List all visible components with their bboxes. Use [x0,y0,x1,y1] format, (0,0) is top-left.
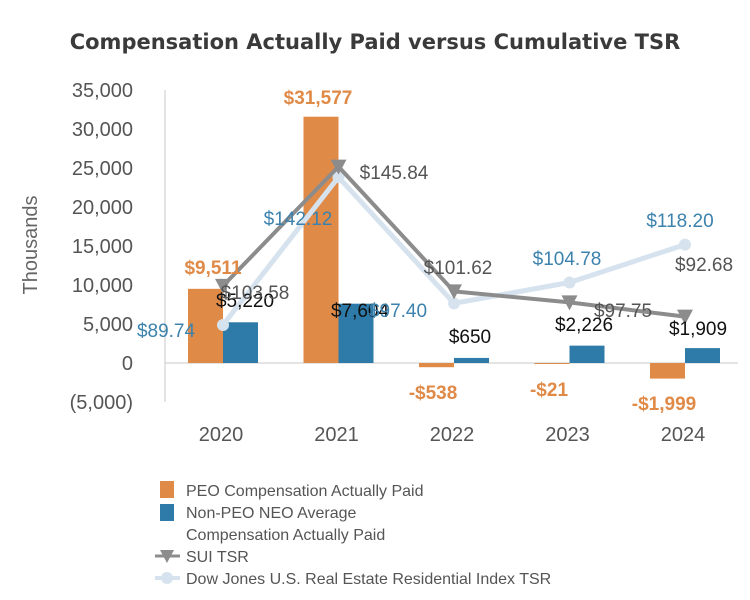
dj-tsr-label: $104.78 [533,249,602,270]
neo-data-label: $1,909 [669,319,727,340]
peo-data-label: $9,511 [184,258,241,279]
y-tick-label: 0 [122,353,133,375]
neo-data-label: $650 [449,327,491,348]
dj-tsr-label: $118.20 [646,211,713,232]
x-tick-label: 2024 [661,424,706,446]
legend-swatch-neo [160,504,174,521]
x-tick-label: 2023 [545,424,590,446]
peo-bar [419,363,454,368]
y-tick-label: (5,000) [70,392,133,414]
legend-label-sui: SUI TSR [186,549,249,566]
sui-tsr-marker [330,159,347,175]
neo-bar [454,357,489,363]
dj-tsr-marker [679,238,691,251]
sui-tsr-marker [561,295,578,311]
neo-data-label: $2,226 [555,315,613,336]
sui-tsr-label: $145.84 [360,163,429,184]
y-tick-label: 5,000 [83,314,133,336]
dj-tsr-marker [448,297,460,310]
neo-data-label: $5,220 [216,291,274,312]
peo-data-label: -$538 [409,383,458,404]
legend-label-dj: Dow Jones U.S. Real Estate Residential I… [186,571,551,588]
sui-tsr-label: $92.68 [675,255,733,276]
peo-bar [303,116,339,363]
sui-tsr-marker [446,284,462,300]
peo-data-label: -$21 [530,380,568,401]
sui-tsr-marker [677,309,693,325]
neo-bar [338,303,374,363]
y-tick-label: 25,000 [72,158,133,180]
x-tick-label: 2022 [430,424,475,446]
dj-tsr-label: $97.40 [369,301,427,322]
x-tick-label: 2021 [314,424,359,446]
peo-data-label: -$1,999 [632,394,696,415]
legend-label-neo-line2: Compensation Actually Paid [186,527,385,544]
sui-tsr-label: $101.62 [424,258,493,279]
dj-tsr-label: $89.74 [137,321,196,342]
neo-bar [685,348,720,363]
y-axis-label: Thousands [20,196,42,295]
legend-swatch-peo [160,481,174,498]
sui-tsr-marker [215,278,231,294]
legend-label-neo-line1: Non-PEO NEO Average [186,505,357,522]
x-tick-label: 2020 [199,424,244,446]
dj-tsr-label: $142.12 [264,209,333,230]
y-tick-label: 30,000 [72,119,133,141]
peo-bar [534,363,570,364]
dj-tsr-marker [332,171,345,184]
dj-tsr-marker [563,276,576,289]
chart-title: Compensation Actually Paid versus Cumula… [70,30,681,54]
y-tick-label: 20,000 [72,197,133,219]
dj-tsr-marker [217,318,229,331]
neo-data-label: $7,604 [331,301,390,322]
y-tick-label: 10,000 [72,275,133,297]
peo-data-label: $31,577 [284,88,353,109]
y-tick-label: 35,000 [72,80,133,102]
legend-marker-dj [161,572,173,584]
neo-bar [569,345,605,363]
legend-label-peo: PEO Compensation Actually Paid [186,483,423,500]
neo-bar [223,322,258,363]
sui-tsr-label: $97.75 [594,301,652,322]
y-tick-label: 15,000 [72,236,133,258]
legend-marker-sui [160,550,174,563]
sui-tsr-label: $103.58 [221,283,290,304]
peo-bar [650,363,685,379]
